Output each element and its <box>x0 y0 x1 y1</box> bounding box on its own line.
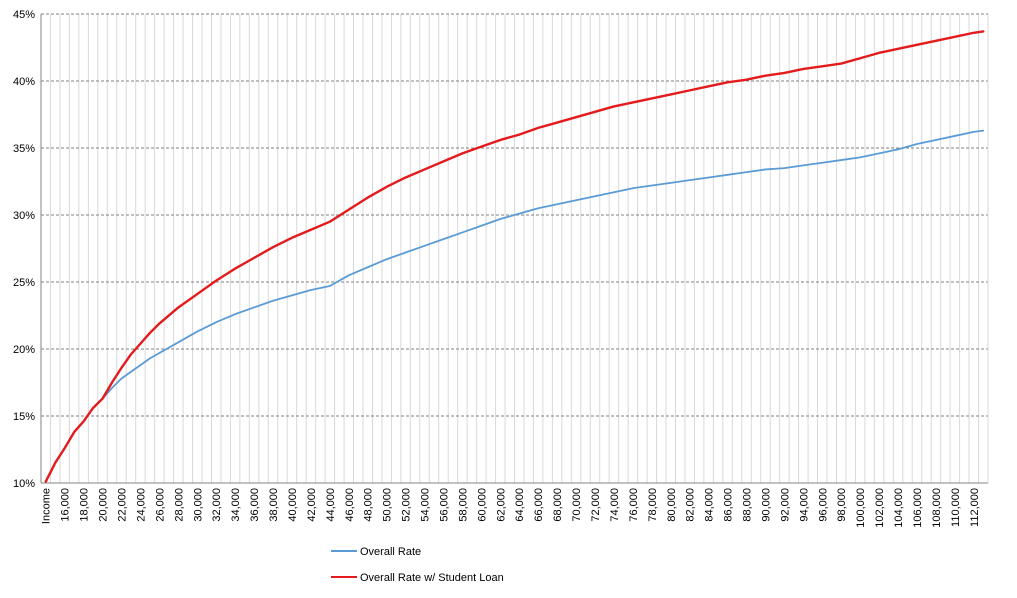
x-tick-label: 32,000 <box>211 488 223 522</box>
x-tick-label: 66,000 <box>533 488 545 522</box>
y-tick-label: 25% <box>13 277 35 289</box>
y-tick-label: 40% <box>13 76 35 88</box>
x-tick-label: Income <box>41 488 53 524</box>
x-tick-label: 72,000 <box>590 488 602 522</box>
x-tick-label: 62,000 <box>495 488 507 522</box>
legend-label: Overall Rate w/ Student Loan <box>360 572 504 584</box>
x-tick-label: 24,000 <box>135 488 147 522</box>
y-tick-label: 20% <box>13 344 35 356</box>
x-tick-label: 16,000 <box>60 488 72 522</box>
x-tick-label: 56,000 <box>438 488 450 522</box>
x-tick-label: 74,000 <box>609 488 621 522</box>
y-tick-label: 45% <box>13 9 35 21</box>
x-tick-label: 40,000 <box>287 488 299 522</box>
x-tick-label: 50,000 <box>382 488 394 522</box>
x-tick-label: 100,000 <box>855 488 867 528</box>
x-tick-label: 80,000 <box>666 488 678 522</box>
x-tick-label: 22,000 <box>116 488 128 522</box>
x-tick-label: 104,000 <box>893 488 905 528</box>
x-tick-label: 60,000 <box>476 488 488 522</box>
legend: Overall Rate Overall Rate w/ Student Loa… <box>331 546 504 584</box>
legend-entry-1: Overall Rate w/ Student Loan <box>331 572 504 584</box>
x-tick-label: 46,000 <box>344 488 356 522</box>
x-tick-label: 20,000 <box>98 488 110 522</box>
y-tick-label: 30% <box>13 210 35 222</box>
legend-entry-0: Overall Rate <box>331 546 421 558</box>
x-tick-label: 64,000 <box>514 488 526 522</box>
x-tick-label: 44,000 <box>325 488 337 522</box>
vertical-gridlines <box>49 14 980 483</box>
x-tick-label: 68,000 <box>552 488 564 522</box>
x-tick-label: 76,000 <box>628 488 640 522</box>
x-tick-label: 110,000 <box>950 488 962 527</box>
y-axis-tick-labels: 10% 15% 20% 25% 30% 35% 40% 45% <box>13 9 35 490</box>
x-tick-label: 18,000 <box>79 488 91 522</box>
x-tick-label: 96,000 <box>817 488 829 522</box>
x-tick-label: 26,000 <box>154 488 166 522</box>
x-tick-label: 90,000 <box>760 488 772 522</box>
x-tick-label: 78,000 <box>647 488 659 522</box>
x-tick-label: 106,000 <box>912 488 924 528</box>
x-tick-label: 52,000 <box>401 488 413 522</box>
series-line-0 <box>44 129 985 483</box>
x-tick-label: 92,000 <box>779 488 791 522</box>
x-tick-label: 112,000 <box>969 488 981 527</box>
y-tick-label: 35% <box>13 143 35 155</box>
x-tick-label: 48,000 <box>363 488 375 522</box>
x-tick-label: 70,000 <box>571 488 583 522</box>
series-line-1 <box>44 30 985 483</box>
x-tick-label: 84,000 <box>704 488 716 522</box>
x-axis-tick-labels: Income 16,000 18,000 20,000 22,000 24,000 26,0… <box>41 488 981 528</box>
x-tick-label: 42,000 <box>306 488 318 522</box>
x-tick-label: 54,000 <box>420 488 432 522</box>
series-lines <box>44 30 985 483</box>
x-tick-label: 82,000 <box>685 488 697 522</box>
x-tick-label: 30,000 <box>192 488 204 522</box>
x-tick-label: 28,000 <box>173 488 185 522</box>
axes <box>40 13 989 484</box>
x-tick-label: 102,000 <box>874 488 886 528</box>
x-tick-label: 36,000 <box>249 488 261 522</box>
x-tick-label: 34,000 <box>230 488 242 522</box>
y-tick-label: 15% <box>13 411 35 423</box>
y-tick-label: 10% <box>13 478 35 490</box>
x-tick-label: 86,000 <box>723 488 735 522</box>
x-tick-label: 98,000 <box>836 488 848 522</box>
x-tick-label: 38,000 <box>268 488 280 522</box>
x-tick-label: 94,000 <box>798 488 810 522</box>
legend-label: Overall Rate <box>360 546 421 558</box>
x-tick-label: 58,000 <box>457 488 469 522</box>
x-tick-label: 88,000 <box>742 488 754 522</box>
x-tick-label: 108,000 <box>931 488 943 528</box>
